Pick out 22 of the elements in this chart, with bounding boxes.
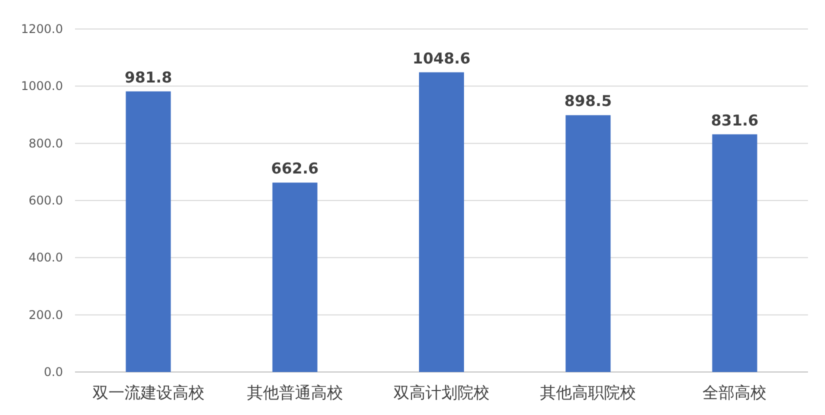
x-tick-label: 全部高校 [702, 383, 767, 402]
x-tick-label: 其他普通高校 [246, 383, 343, 402]
y-tick-label: 200.0 [28, 308, 63, 322]
y-tick-label: 1000.0 [21, 79, 63, 94]
bar [272, 182, 318, 372]
bar [712, 134, 758, 372]
y-tick-label: 800.0 [28, 136, 63, 150]
data-label: 831.6 [710, 111, 758, 130]
y-tick-label: 600.0 [28, 194, 63, 208]
bar [419, 72, 464, 372]
data-label: 898.5 [564, 92, 612, 110]
bar [566, 115, 611, 372]
x-tick-label: 双高计划院校 [394, 383, 490, 402]
bar [126, 91, 171, 372]
data-label: 662.6 [271, 160, 319, 178]
data-label: 981.8 [124, 68, 172, 86]
y-tick-label: 1200.0 [21, 22, 63, 36]
y-tick-label: 400.0 [28, 250, 63, 265]
x-tick-label: 其他高职院校 [540, 383, 636, 402]
x-tick-label: 双一流建设高校 [92, 383, 204, 402]
y-tick-label: 0.0 [44, 365, 63, 379]
data-label: 1048.6 [412, 49, 470, 68]
